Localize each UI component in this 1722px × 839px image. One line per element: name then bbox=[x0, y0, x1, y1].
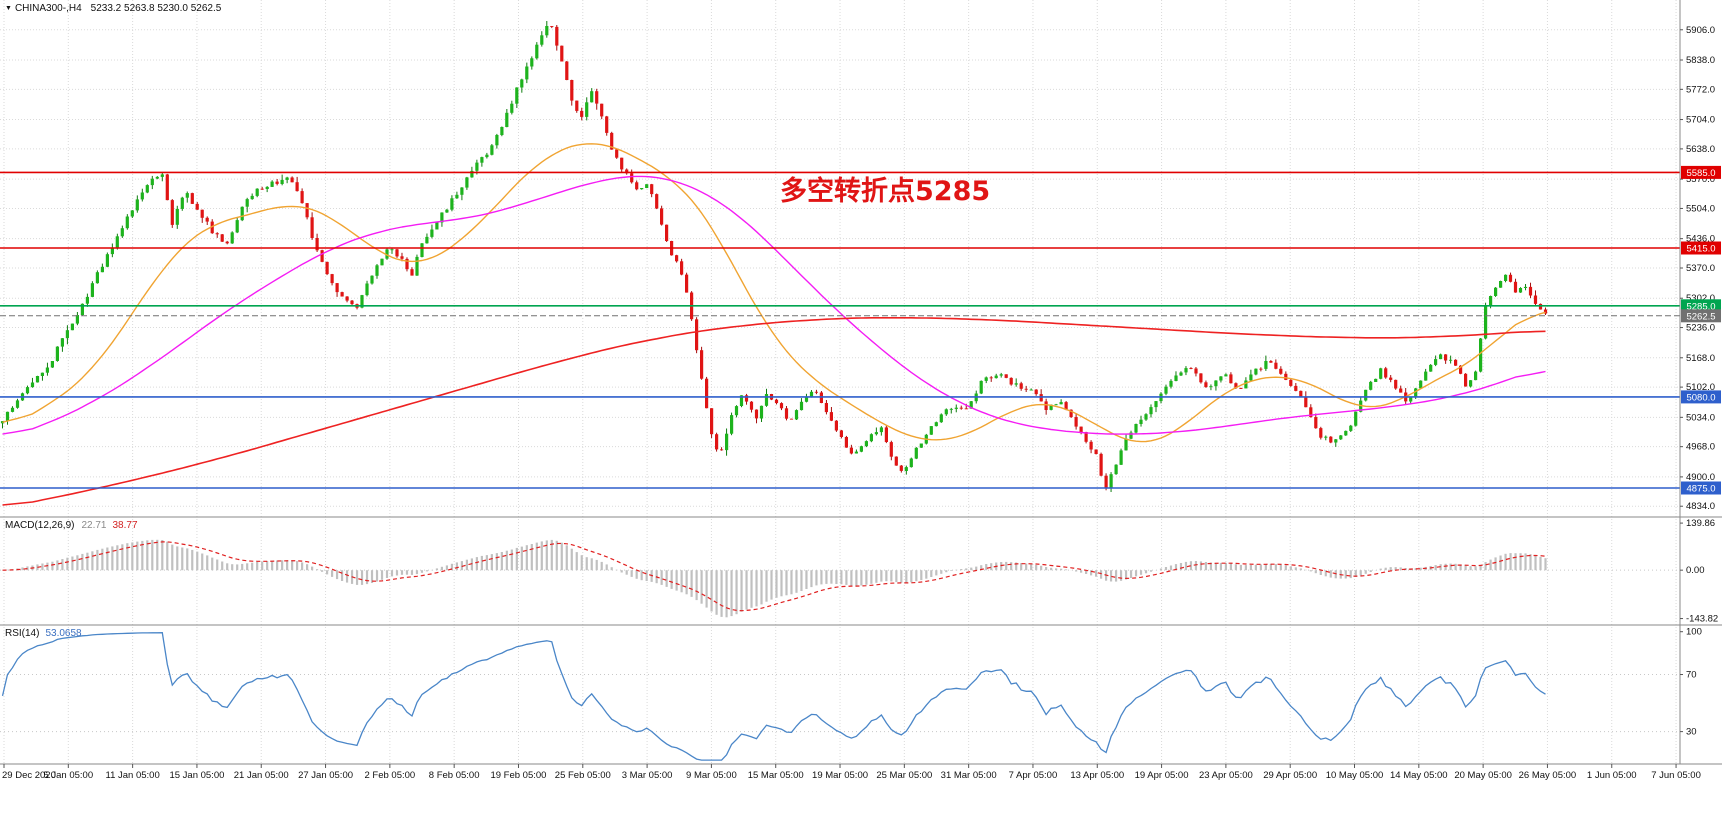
svg-text:27 Jan 05:00: 27 Jan 05:00 bbox=[298, 770, 353, 781]
svg-text:19 Mar 05:00: 19 Mar 05:00 bbox=[812, 770, 868, 781]
price-tag-5080.0: 5080.0 bbox=[1681, 390, 1721, 404]
svg-text:1 Jun 05:00: 1 Jun 05:00 bbox=[1587, 770, 1637, 781]
svg-text:2 Feb 05:00: 2 Feb 05:00 bbox=[365, 770, 416, 781]
svg-text:5704.0: 5704.0 bbox=[1686, 115, 1715, 126]
svg-text:0.00: 0.00 bbox=[1686, 565, 1705, 576]
grid-layer bbox=[0, 0, 1680, 764]
svg-text:5080.0: 5080.0 bbox=[1686, 392, 1715, 403]
svg-text:-143.82: -143.82 bbox=[1686, 614, 1718, 625]
svg-text:5585.0: 5585.0 bbox=[1686, 168, 1715, 179]
price-tag-4875.0: 4875.0 bbox=[1681, 481, 1721, 495]
svg-text:23 Apr 05:00: 23 Apr 05:00 bbox=[1199, 770, 1253, 781]
hlines-layer[interactable] bbox=[0, 171, 1680, 489]
svg-text:14 May 05:00: 14 May 05:00 bbox=[1390, 770, 1448, 781]
svg-text:5285.0: 5285.0 bbox=[1686, 301, 1715, 312]
svg-text:5 Jan 05:00: 5 Jan 05:00 bbox=[43, 770, 93, 781]
svg-text:15 Mar 05:00: 15 Mar 05:00 bbox=[748, 770, 804, 781]
svg-text:13 Apr 05:00: 13 Apr 05:00 bbox=[1070, 770, 1124, 781]
svg-text:5102.0: 5102.0 bbox=[1686, 382, 1715, 393]
svg-text:15 Jan 05:00: 15 Jan 05:00 bbox=[169, 770, 224, 781]
svg-text:7 Apr 05:00: 7 Apr 05:00 bbox=[1009, 770, 1058, 781]
price-tag-5262.5: 5262.5 bbox=[1681, 309, 1721, 323]
svg-text:30: 30 bbox=[1686, 727, 1697, 738]
price-tag-5585.0: 5585.0 bbox=[1681, 165, 1721, 179]
chart-title: ▼ CHINA300-,H4 5233.2 5263.8 5230.0 5262.5 bbox=[5, 3, 221, 15]
svg-text:5302.0: 5302.0 bbox=[1686, 293, 1715, 304]
rsi-indicator-label: RSI(14) 53.0658 bbox=[5, 628, 82, 640]
macd-panel[interactable] bbox=[0, 518, 1680, 624]
rsi-panel[interactable] bbox=[0, 626, 1680, 763]
svg-text:5638.0: 5638.0 bbox=[1686, 144, 1715, 155]
symbol-marker-icon: ▼ bbox=[5, 5, 12, 12]
svg-text:25 Mar 05:00: 25 Mar 05:00 bbox=[876, 770, 932, 781]
macd-indicator-label: MACD(12,26,9) 22.71 38.77 bbox=[5, 520, 138, 532]
svg-text:25 Feb 05:00: 25 Feb 05:00 bbox=[555, 770, 611, 781]
rsi-line bbox=[1, 632, 1546, 761]
macd-signal-line bbox=[2, 541, 1546, 612]
annotation-text: 多空转折点5285 bbox=[780, 176, 991, 207]
svg-text:5772.0: 5772.0 bbox=[1686, 84, 1715, 95]
svg-text:4875.0: 4875.0 bbox=[1686, 484, 1715, 495]
macd-signal-value: 38.77 bbox=[112, 520, 138, 531]
svg-text:19 Apr 05:00: 19 Apr 05:00 bbox=[1135, 770, 1189, 781]
rsi-label: RSI(14) bbox=[5, 628, 40, 639]
main-chart-panel[interactable] bbox=[0, 0, 1680, 516]
rsi-value: 53.0658 bbox=[45, 628, 82, 639]
time-axis[interactable] bbox=[0, 764, 1722, 790]
svg-text:5906.0: 5906.0 bbox=[1686, 25, 1715, 36]
svg-text:4900.0: 4900.0 bbox=[1686, 472, 1715, 483]
svg-text:21 Jan 05:00: 21 Jan 05:00 bbox=[234, 770, 289, 781]
svg-text:139.86: 139.86 bbox=[1686, 518, 1715, 529]
price-tag-5415.0: 5415.0 bbox=[1681, 241, 1721, 255]
svg-text:19 Feb 05:00: 19 Feb 05:00 bbox=[490, 770, 546, 781]
macd-value: 22.71 bbox=[81, 520, 107, 531]
svg-text:4968.0: 4968.0 bbox=[1686, 442, 1715, 453]
price-axis-labels: 5906.0 5838.0 5772.0 5704.0 5638.0 5570.0 5504… bbox=[1680, 25, 1718, 738]
svg-text:5838.0: 5838.0 bbox=[1686, 55, 1715, 66]
svg-text:70: 70 bbox=[1686, 670, 1697, 681]
svg-text:3 Mar 05:00: 3 Mar 05:00 bbox=[622, 770, 673, 781]
svg-text:10 May 05:00: 10 May 05:00 bbox=[1326, 770, 1384, 781]
svg-text:5034.0: 5034.0 bbox=[1686, 412, 1715, 423]
svg-text:5570.0: 5570.0 bbox=[1686, 174, 1715, 185]
svg-text:20 May 05:00: 20 May 05:00 bbox=[1454, 770, 1512, 781]
svg-text:29 Dec 2020: 29 Dec 2020 bbox=[2, 770, 56, 781]
macd-label: MACD(12,26,9) bbox=[5, 520, 75, 531]
svg-text:5168.0: 5168.0 bbox=[1686, 353, 1715, 364]
svg-text:26 May 05:00: 26 May 05:00 bbox=[1519, 770, 1577, 781]
svg-text:5262.5: 5262.5 bbox=[1686, 311, 1715, 322]
svg-text:5415.0: 5415.0 bbox=[1686, 244, 1715, 255]
price-axis[interactable] bbox=[1680, 0, 1722, 764]
ma-fast bbox=[2, 143, 1546, 443]
svg-text:5370.0: 5370.0 bbox=[1686, 263, 1715, 274]
svg-text:31 Mar 05:00: 31 Mar 05:00 bbox=[941, 770, 997, 781]
svg-text:100: 100 bbox=[1686, 627, 1702, 638]
svg-text:9 Mar 05:00: 9 Mar 05:00 bbox=[686, 770, 737, 781]
symbol-title: CHINA300-,H4 bbox=[14, 3, 82, 14]
ma-slow bbox=[2, 317, 1546, 506]
svg-text:4834.0: 4834.0 bbox=[1686, 501, 1715, 512]
svg-text:29 Apr 05:00: 29 Apr 05:00 bbox=[1263, 770, 1317, 781]
svg-text:5436.0: 5436.0 bbox=[1686, 234, 1715, 245]
svg-text:8 Feb 05:00: 8 Feb 05:00 bbox=[429, 770, 480, 781]
ohlc-readout: 5233.2 5263.8 5230.0 5262.5 bbox=[90, 3, 222, 14]
svg-text:11 Jan 05:00: 11 Jan 05:00 bbox=[106, 770, 160, 781]
price-tag-5285.0: 5285.0 bbox=[1681, 299, 1721, 313]
svg-text:5504.0: 5504.0 bbox=[1686, 203, 1715, 214]
svg-text:5236.0: 5236.0 bbox=[1686, 323, 1715, 334]
svg-text:7 Jun 05:00: 7 Jun 05:00 bbox=[1651, 770, 1701, 781]
